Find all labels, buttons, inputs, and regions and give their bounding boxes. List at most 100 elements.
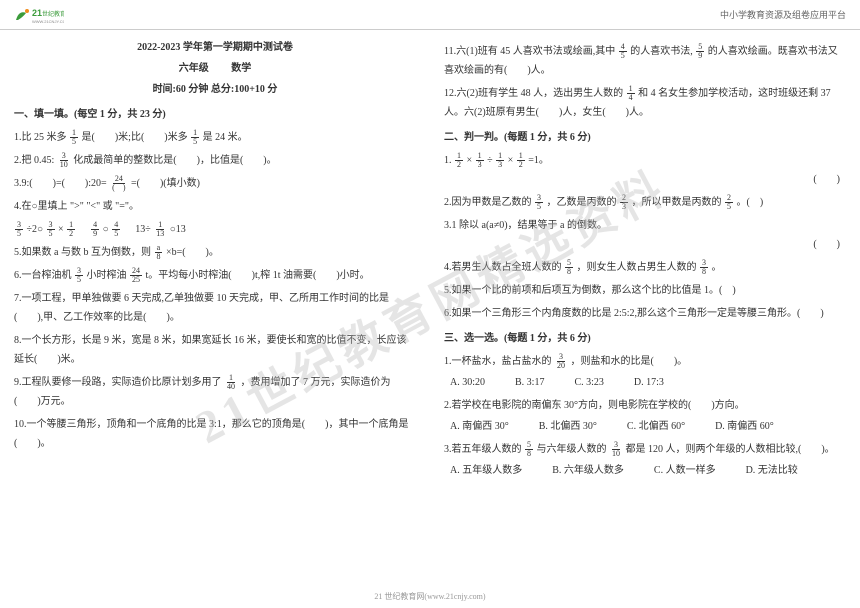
opt-d: D. 南偏西 60° xyxy=(715,417,774,436)
q6-b: 小时榨油 xyxy=(87,270,127,281)
frac: 13 xyxy=(476,152,484,169)
s2q2-d: 。( ) xyxy=(737,197,764,208)
grade-subject: 六年级 数学 xyxy=(14,59,416,78)
opt-c: C. 3:23 xyxy=(574,373,603,392)
opt-c: C. 人数一样多 xyxy=(654,461,716,480)
opt-a: A. 五年级人数多 xyxy=(450,461,522,480)
q5-a: 5.如果数 a 与数 b 互为倒数，则 xyxy=(14,247,151,258)
frac: 45 xyxy=(112,221,120,238)
s3q1-b: ，则盐和水的比是( )。 xyxy=(571,356,688,367)
s2q1-c: ÷ xyxy=(487,155,493,166)
frac-a-8: a8 xyxy=(154,244,162,261)
sec2-head: 二、判一判。(每题 1 分，共 6 分) xyxy=(444,128,846,147)
opt-d: D. 无法比较 xyxy=(746,461,798,480)
frac-1-40: 140 xyxy=(225,374,237,391)
s2q6: 6.如果一个三角形三个内角度数的比是 2:5:2,那么这个三角形一定是等腰三角形… xyxy=(444,304,846,323)
s2q4-b: ，则女生人数占男生人数的 xyxy=(577,262,697,273)
opt-d: D. 17:3 xyxy=(634,373,664,392)
q3-a: 3.9:( )=( ):20= xyxy=(14,178,107,189)
frac-5-9: 59 xyxy=(696,43,704,60)
subject: 数学 xyxy=(231,63,251,74)
q1-a: 1.比 25 米多 xyxy=(14,132,67,143)
s2q2-c: ，所以甲数是丙数的 xyxy=(632,197,722,208)
frac: 35 xyxy=(535,194,543,211)
frac: 12 xyxy=(67,221,75,238)
s2q4-c: 。 xyxy=(712,262,722,273)
logo-cn: 世纪教育 xyxy=(42,10,64,18)
q3-b: =( )(填小数) xyxy=(131,178,200,189)
s3q1-choices: A. 30:20 B. 3:17 C. 3:23 D. 17:3 xyxy=(444,373,846,392)
q1-b: 是( )米;比( )米多 xyxy=(82,132,188,143)
q4e2: 49 ○ 45 xyxy=(90,220,121,239)
opt-b: B. 北偏西 30° xyxy=(539,417,597,436)
q5: 5.如果数 a 与数 b 互为倒数，则 a8 ×b=( )。 xyxy=(14,243,416,262)
s2q1: 1. 12 × 13 ÷ 13 × 12 =1。 xyxy=(444,151,846,170)
frac-24-25: 2425 xyxy=(130,267,142,284)
s3q1-a: 1.一杯盐水，盐占盐水的 xyxy=(444,356,552,367)
q12-a: 12.六(2)班有学生 48 人，选出男生人数的 xyxy=(444,88,623,99)
frac: 12 xyxy=(455,152,463,169)
logo-21: 21 xyxy=(32,8,42,18)
frac-1-5b: 15 xyxy=(191,129,199,146)
q11: 11.六(1)班有 45 人喜欢书法或绘画,其中 45 的人喜欢书法, 59 的… xyxy=(444,42,846,80)
s2q2-a: 2.因为甲数是乙数的 xyxy=(444,197,532,208)
frac-1-5: 15 xyxy=(70,129,78,146)
s2q1-e: =1。 xyxy=(528,155,549,166)
frac: 58 xyxy=(565,259,573,276)
q4e3: 13÷ 113 ○13 xyxy=(135,220,186,239)
sec3-head: 三、选一选。(每题 1 分，共 6 分) xyxy=(444,329,846,348)
s2q2-b: ，乙数是丙数的 xyxy=(547,197,617,208)
q4-exprs: 35 ÷2○ 35 × 12 49 ○ 45 13÷ 113 ○13 xyxy=(14,220,416,239)
s3q3-b: 与六年级人数的 xyxy=(537,444,607,455)
header-bar: 21 世纪教育 WWW.21CNJY.COM 中小学教育资源及组卷应用平台 xyxy=(0,0,860,30)
q2: 2.把 0.45: 310 化成最简单的整数比是( )，比值是( )。 xyxy=(14,151,416,170)
s3q1: 1.一杯盐水，盐占盐水的 320 ，则盐和水的比是( )。 xyxy=(444,352,846,371)
opt-a: A. 南偏西 30° xyxy=(450,417,509,436)
q1: 1.比 25 米多 15 是( )米;比( )米多 15 是 24 米。 xyxy=(14,128,416,147)
q6-c: t。平均每小时榨油( )t,榨 1t 油需要( )小时。 xyxy=(146,270,370,281)
s2q3: 3.1 除以 a(a≠0)，结果等于 a 的倒数。 xyxy=(444,216,846,235)
q10: 10.一个等腰三角形，顶角和一个底角的比是 3:1，那么它的顶角是( )，其中一… xyxy=(14,415,416,453)
q1-c: 是 24 米。 xyxy=(203,132,248,143)
q5-b: ×b=( )。 xyxy=(166,247,219,258)
opt-c: C. 北偏西 60° xyxy=(627,417,685,436)
s3q3-a: 3.若五年级人数的 xyxy=(444,444,522,455)
frac-1-4: 14 xyxy=(627,85,635,102)
frac: 25 xyxy=(725,194,733,211)
s2q1-d: × xyxy=(508,155,514,166)
s2q4-a: 4.若男生人数占全班人数的 xyxy=(444,262,562,273)
sec1-head: 一、填一填。(每空 1 分，共 23 分) xyxy=(14,105,416,124)
frac: 23 xyxy=(620,194,628,211)
s3q2-choices: A. 南偏西 30° B. 北偏西 30° C. 北偏西 60° D. 南偏西 … xyxy=(444,417,846,436)
q11-a: 11.六(1)班有 45 人喜欢书法或绘画,其中 xyxy=(444,46,615,57)
frac-4-5: 45 xyxy=(619,43,627,60)
q3: 3.9:( )=( ):20= 24( ) =( )(填小数) xyxy=(14,174,416,193)
s2q1-a: 1. xyxy=(444,155,452,166)
q4e1: 35 ÷2○ 35 × 12 xyxy=(14,220,76,239)
s2q3-paren: ( ) xyxy=(444,235,846,254)
right-column: 11.六(1)班有 45 人喜欢书法或绘画,其中 45 的人喜欢书法, 59 的… xyxy=(444,38,846,580)
frac: 113 xyxy=(154,221,166,238)
s2q1-paren: ( ) xyxy=(444,170,846,189)
q7: 7.一项工程，甲单独做要 6 天完成,乙单独做要 10 天完成，甲、乙所用工作时… xyxy=(14,289,416,327)
timing: 时间:60 分钟 总分:100+10 分 xyxy=(14,80,416,99)
frac-3-5: 35 xyxy=(75,267,83,284)
footer: 21 世纪教育网(www.21cnjy.com) xyxy=(0,591,860,602)
q9: 9.工程队要修一段路，实际造价比原计划多用了 140 ，费用增加了 7 万元，实… xyxy=(14,373,416,411)
s3q3-choices: A. 五年级人数多 B. 六年级人数多 C. 人数一样多 D. 无法比较 xyxy=(444,461,846,480)
q6: 6.一台榨油机 35 小时榨油 2425 t。平均每小时榨油( )t,榨 1t … xyxy=(14,266,416,285)
s3q2: 2.若学校在电影院的南偏东 30°方向，则电影院在学校的( )方向。 xyxy=(444,396,846,415)
left-column: 2022-2023 学年第一学期期中测试卷 六年级 数学 时间:60 分钟 总分… xyxy=(14,38,416,580)
q9-a: 9.工程队要修一段路，实际造价比原计划多用了 xyxy=(14,377,222,388)
opt-b: B. 六年级人数多 xyxy=(552,461,624,480)
page-columns: 2022-2023 学年第一学期期中测试卷 六年级 数学 时间:60 分钟 总分… xyxy=(0,30,860,580)
logo: 21 世纪教育 WWW.21CNJY.COM xyxy=(14,5,64,25)
logo-icon: 21 世纪教育 WWW.21CNJY.COM xyxy=(14,5,64,25)
frac-3-10b: 310 xyxy=(610,441,622,458)
grade: 六年级 xyxy=(179,63,209,74)
frac: 35 xyxy=(15,221,23,238)
q6-a: 6.一台榨油机 xyxy=(14,270,72,281)
header-right-text: 中小学教育资源及组卷应用平台 xyxy=(720,8,846,21)
frac: 35 xyxy=(47,221,55,238)
s2q2: 2.因为甲数是乙数的 35 ，乙数是丙数的 23 ，所以甲数是丙数的 25 。(… xyxy=(444,193,846,212)
